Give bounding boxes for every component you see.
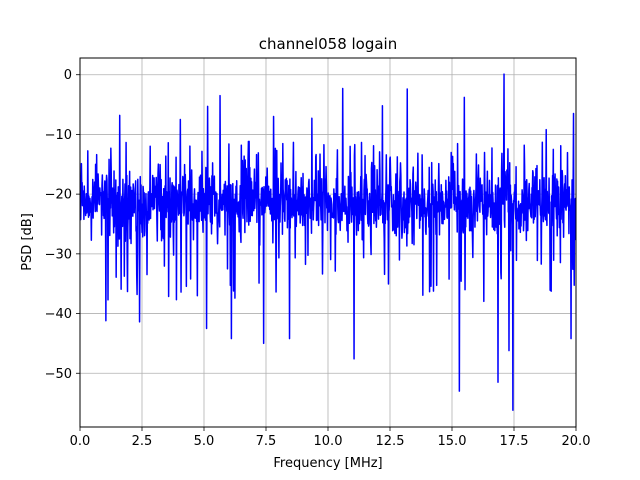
y-tick-label: −20 — [45, 188, 72, 203]
x-tick-label: 10.0 — [314, 434, 343, 449]
y-tick-label: −40 — [45, 307, 72, 322]
x-axis-ticks: 0.0 2.5 5.0 7.5 10.0 12.5 15.0 17.5 20.0 — [70, 427, 591, 449]
series-layer — [80, 73, 576, 412]
y-tick-label: −50 — [45, 367, 72, 382]
y-tick-label: −10 — [45, 128, 72, 143]
x-tick-label: 12.5 — [376, 434, 405, 449]
x-tick-label: 7.5 — [256, 434, 277, 449]
y-axis-ticks: 0 −10 −20 −30 −40 −50 — [45, 68, 80, 382]
x-tick-label: 15.0 — [438, 434, 467, 449]
x-tick-label: 2.5 — [132, 434, 153, 449]
x-axis-label: Frequency [MHz] — [273, 456, 382, 471]
x-tick-label: 0.0 — [70, 434, 91, 449]
y-tick-label: −30 — [45, 247, 72, 262]
y-tick-label: 0 — [64, 68, 72, 83]
x-tick-label: 20.0 — [562, 434, 591, 449]
y-axis-label: PSD [dB] — [20, 213, 35, 271]
chart-title: channel058 logain — [259, 35, 398, 53]
psd-series-line — [80, 73, 576, 412]
x-tick-label: 17.5 — [500, 434, 529, 449]
x-tick-label: 5.0 — [194, 434, 215, 449]
grid-lines — [79, 58, 577, 427]
